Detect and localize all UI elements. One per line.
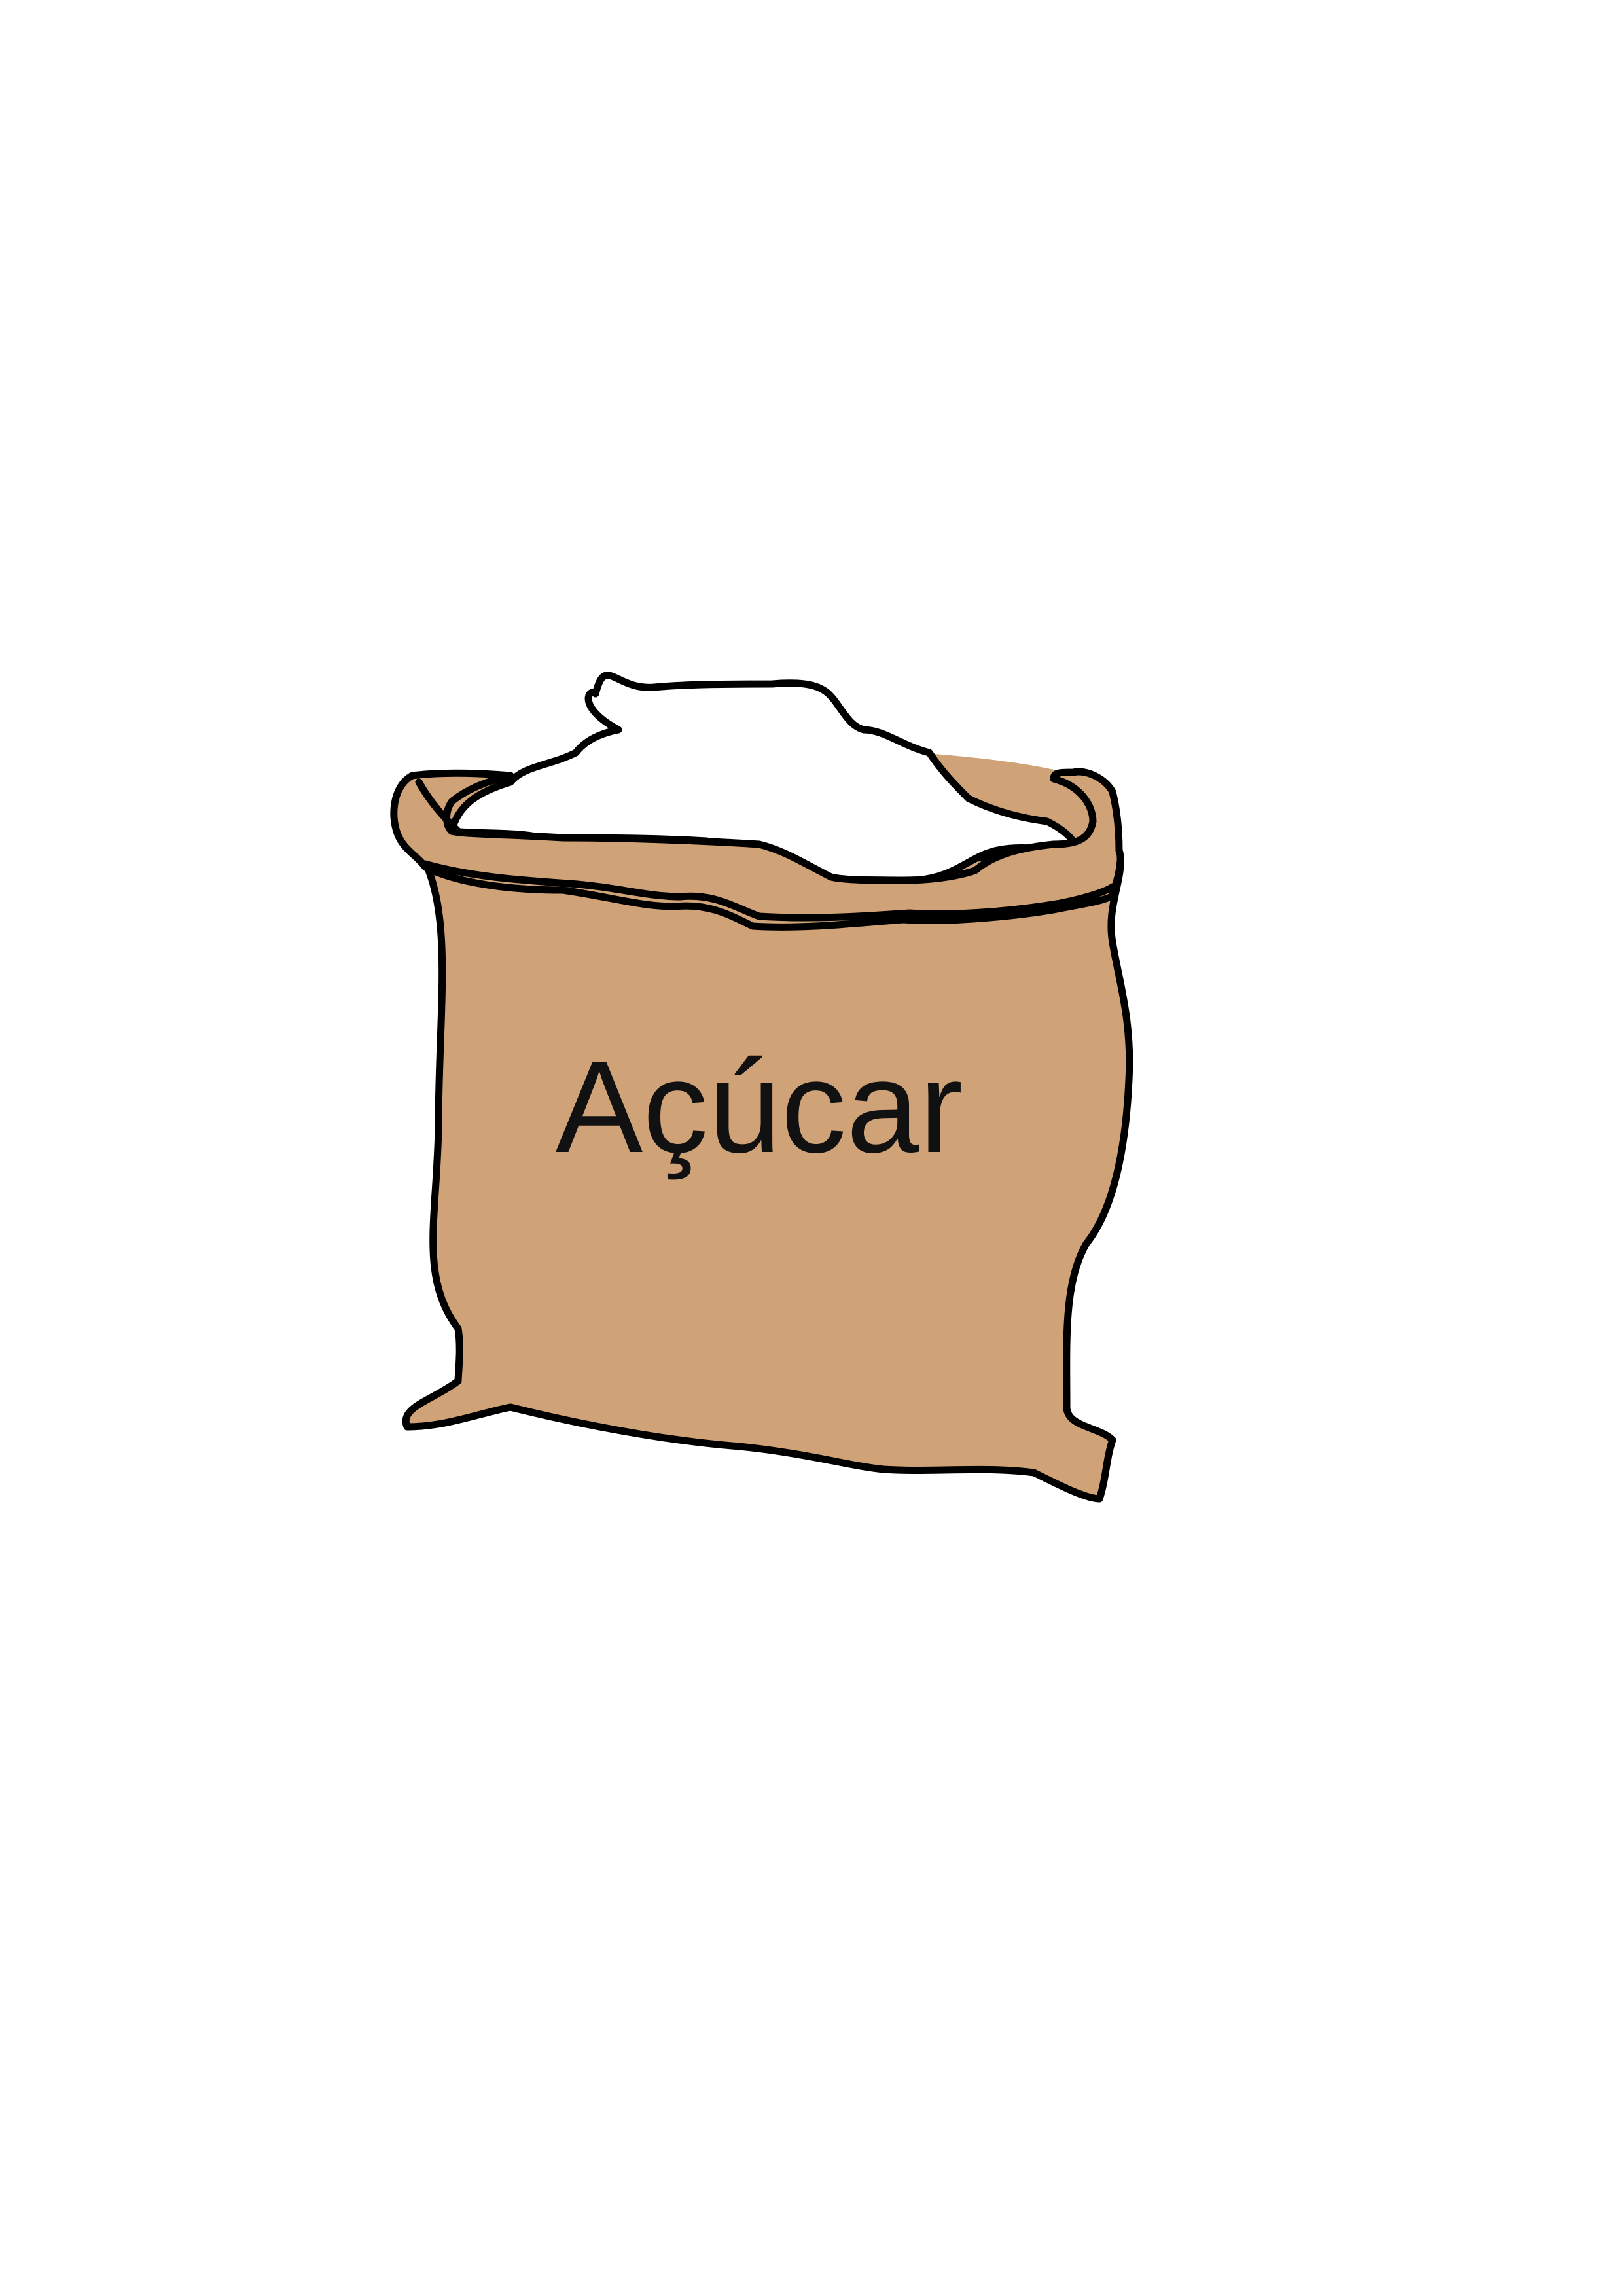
- sack-rim: [390, 768, 1124, 931]
- sack-rim-lower-line: [421, 860, 1116, 922]
- sack-label: Açúcar: [556, 1034, 963, 1180]
- sack-rim-fold: [415, 778, 462, 835]
